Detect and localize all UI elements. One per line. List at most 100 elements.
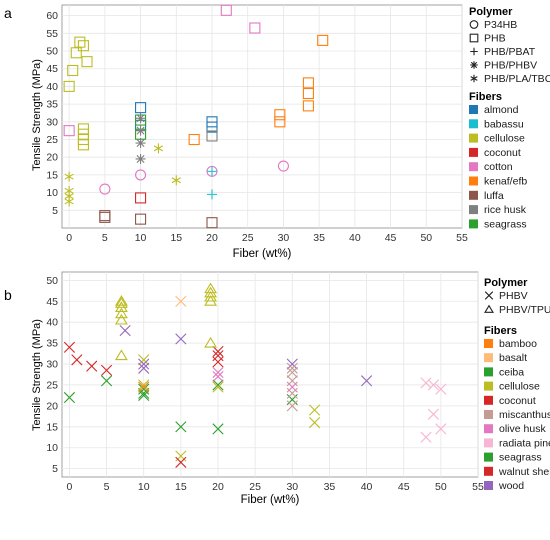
data-point bbox=[212, 381, 224, 393]
panel-label-b: b bbox=[4, 287, 12, 303]
data-point bbox=[427, 379, 440, 391]
grid-b bbox=[62, 272, 479, 477]
x-axis-label-b: Fiber (wt%) bbox=[241, 494, 300, 506]
data-point bbox=[286, 387, 298, 399]
legend-color-swatch bbox=[484, 367, 493, 377]
data-point bbox=[138, 381, 150, 393]
data-point bbox=[427, 408, 440, 420]
legend-color-label: bamboo bbox=[499, 338, 537, 350]
y-tick-label: 35 bbox=[46, 338, 58, 350]
legend-color-label: coconut bbox=[484, 147, 521, 159]
x-tick-label: 40 bbox=[361, 481, 373, 493]
color-legend-a: almond babassu cellulose coconut cotton kenaf… bbox=[469, 104, 527, 230]
legend-title-fibers-b: Fibers bbox=[484, 325, 517, 337]
legend-color-label: rice husk bbox=[484, 204, 527, 216]
data-point bbox=[302, 77, 314, 89]
data-point bbox=[138, 358, 150, 370]
legend-color-label: luffa bbox=[484, 190, 504, 202]
x-tick-label: 0 bbox=[67, 481, 73, 493]
legend-shape-label: PHB bbox=[484, 33, 506, 45]
legend-color-label: ceiba bbox=[499, 366, 524, 378]
data-point bbox=[277, 160, 289, 172]
data-point bbox=[286, 375, 298, 387]
y-tick-label: 15 bbox=[46, 421, 58, 433]
data-point bbox=[99, 183, 111, 195]
data-point bbox=[119, 324, 131, 337]
legend-b: Polymer PHBV PHBV/TPU Fibers bamboo basalt… bbox=[484, 277, 550, 492]
data-point bbox=[135, 102, 147, 114]
x-tick-label: 5 bbox=[102, 232, 108, 244]
data-point bbox=[64, 171, 74, 182]
legend-shape-label: PHB/PBAT bbox=[484, 46, 536, 58]
data-point bbox=[63, 80, 75, 92]
data-point bbox=[204, 290, 218, 302]
legend-shape-label: PHB/PLA/TBC bbox=[484, 73, 550, 85]
legend-color-swatch bbox=[484, 410, 493, 419]
data-point bbox=[274, 116, 286, 128]
data-point bbox=[212, 371, 224, 383]
data-point bbox=[64, 196, 74, 207]
x-tick-labels-a: 0 5 10 15 20 25 30 35 40 45 50 55 bbox=[66, 232, 468, 244]
data-point bbox=[207, 166, 217, 177]
plot-area-b bbox=[61, 271, 479, 478]
legend-color-label: radiata pine bbox=[499, 437, 550, 449]
data-point bbox=[204, 295, 218, 306]
data-point bbox=[420, 431, 432, 443]
legend-color-swatch bbox=[469, 219, 478, 229]
legend-shape-square-icon bbox=[469, 33, 479, 43]
data-point bbox=[135, 169, 147, 181]
data-point bbox=[220, 4, 232, 16]
data-point bbox=[114, 349, 128, 361]
legend-color-label: cellulose bbox=[484, 133, 525, 145]
y-tick-label: 55 bbox=[46, 28, 58, 40]
legend-title-polymer-b: Polymer bbox=[484, 277, 528, 289]
data-point bbox=[206, 217, 218, 229]
legend-color-label: wood bbox=[498, 480, 524, 492]
data-point bbox=[175, 421, 187, 433]
data-point bbox=[81, 56, 93, 68]
legend-color-label: seagrass bbox=[499, 452, 542, 464]
data-point bbox=[286, 358, 298, 370]
y-tick-label: 40 bbox=[46, 317, 58, 329]
data-point bbox=[63, 391, 76, 404]
data-point bbox=[206, 121, 218, 133]
legend-shape-triangle-icon bbox=[484, 304, 494, 313]
legend-shape-asterisk-icon bbox=[470, 61, 478, 69]
data-point bbox=[212, 366, 224, 378]
x-tick-label: 45 bbox=[398, 481, 410, 493]
data-point bbox=[249, 22, 261, 34]
x-tick-label: 0 bbox=[66, 232, 72, 244]
data-point bbox=[360, 375, 373, 387]
y-tick-label: 15 bbox=[46, 169, 58, 181]
data-point bbox=[135, 138, 146, 149]
y-axis-label-a: Tensile Strength (MPa) bbox=[31, 59, 43, 171]
data-point bbox=[175, 295, 187, 307]
data-point bbox=[435, 383, 447, 395]
x-axis-label-a: Fiber (wt%) bbox=[233, 248, 292, 260]
legend-color-swatch bbox=[484, 424, 493, 434]
data-point bbox=[317, 34, 329, 46]
shape-legend-b: PHBV PHBV/TPU bbox=[484, 290, 550, 316]
x-tick-label: 30 bbox=[286, 481, 298, 493]
x-tick-label: 55 bbox=[472, 481, 484, 493]
legend-color-swatch bbox=[484, 452, 493, 462]
x-tick-label: 35 bbox=[313, 232, 325, 244]
legend-color-label: cotton bbox=[484, 161, 513, 173]
data-point bbox=[212, 345, 224, 358]
data-point bbox=[302, 87, 314, 100]
y-tick-label: 35 bbox=[46, 99, 58, 111]
x-tick-label: 30 bbox=[278, 232, 290, 244]
legend-color-swatch bbox=[484, 381, 493, 391]
y-tick-label: 10 bbox=[46, 442, 58, 454]
x-tick-label: 40 bbox=[349, 232, 361, 244]
legend-shape-plus-icon bbox=[470, 47, 478, 56]
y-tick-label: 5 bbox=[52, 205, 58, 217]
data-points-a bbox=[63, 4, 329, 229]
y-tick-label: 40 bbox=[46, 81, 58, 93]
data-point bbox=[135, 113, 146, 124]
legend-color-label: olive husk bbox=[499, 423, 546, 435]
panel-label-a: a bbox=[4, 5, 12, 21]
x-tick-label: 15 bbox=[170, 232, 182, 244]
